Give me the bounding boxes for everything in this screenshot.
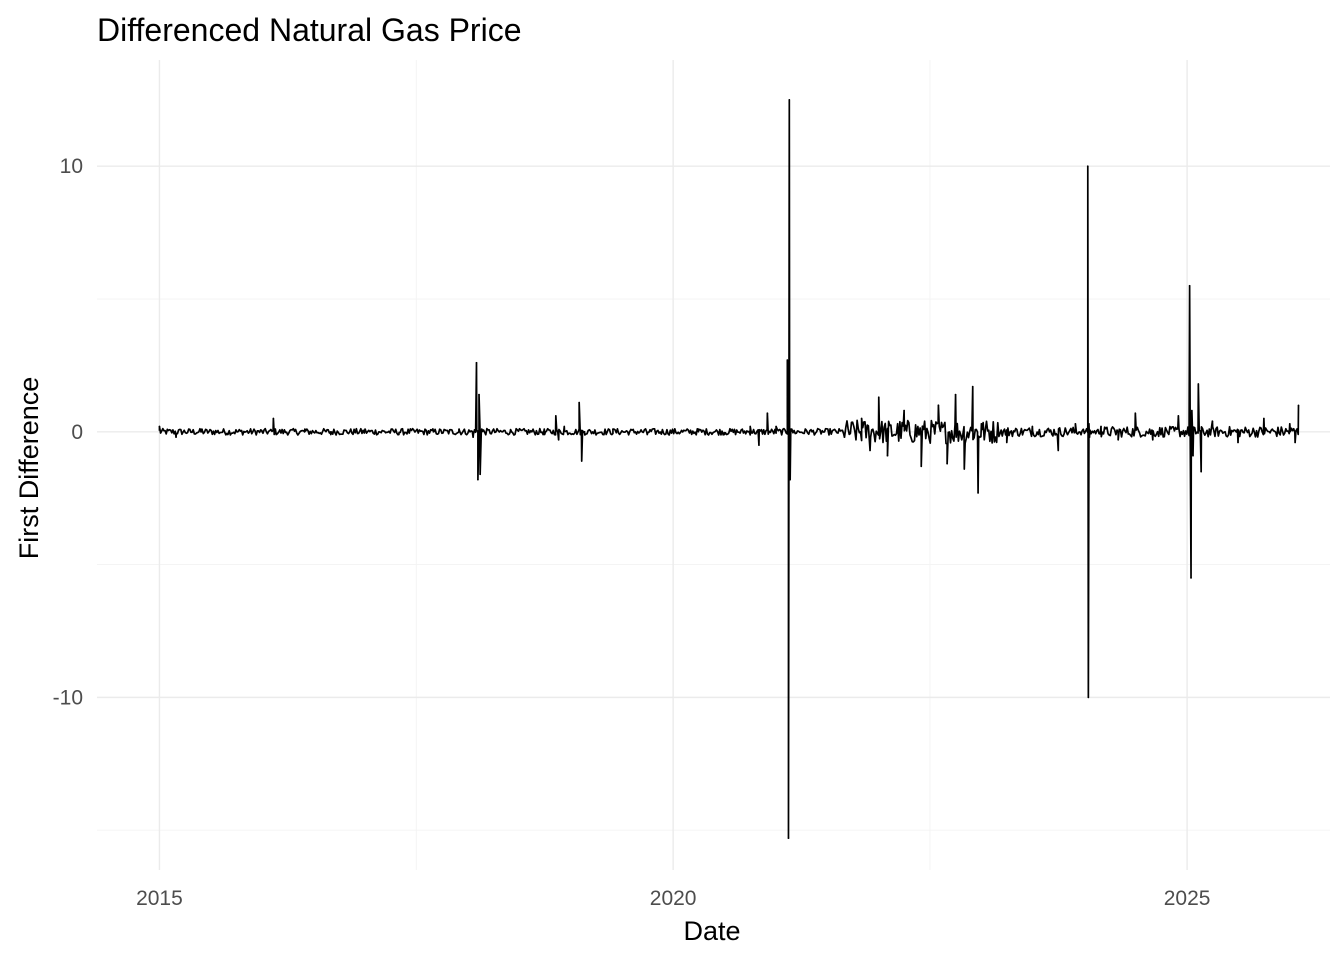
y-tick-labels: -10 0 10	[53, 155, 83, 709]
data-point	[766, 412, 769, 415]
data-point	[817, 428, 820, 430]
data-point	[954, 393, 957, 396]
data-point	[398, 433, 400, 436]
data-point	[1263, 417, 1265, 420]
data-point	[1188, 284, 1191, 287]
data-point	[977, 492, 979, 494]
data-point	[937, 404, 940, 407]
data-point	[261, 431, 263, 433]
data-point	[481, 428, 483, 430]
x-tick-labels: 2015 2020 2025	[136, 887, 1210, 910]
data-point	[1088, 423, 1090, 425]
data-point	[1134, 412, 1137, 415]
data-point	[1117, 438, 1119, 441]
series-layer	[158, 98, 1300, 839]
data-point	[1190, 577, 1192, 579]
data-point	[477, 478, 479, 481]
data-point	[1211, 420, 1214, 422]
data-point	[555, 415, 557, 417]
data-point	[227, 433, 229, 436]
data-point	[749, 425, 752, 428]
data-point	[791, 431, 794, 433]
data-point	[158, 425, 161, 428]
data-point	[563, 425, 566, 428]
data-point	[275, 433, 278, 436]
data-point	[1191, 409, 1193, 412]
data-point	[843, 436, 846, 438]
x-axis-title: Date	[683, 916, 740, 946]
data-point	[672, 431, 674, 433]
data-point	[479, 473, 481, 476]
data-point	[971, 385, 974, 388]
data-point	[475, 361, 478, 364]
data-point	[472, 436, 474, 438]
data-point	[201, 428, 203, 430]
data-point	[557, 438, 560, 441]
data-point	[786, 359, 789, 361]
data-point	[790, 428, 792, 430]
data-point	[1005, 441, 1008, 444]
data-point	[304, 428, 306, 430]
data-point	[646, 433, 649, 436]
data-point	[612, 428, 614, 430]
data-point	[789, 478, 791, 481]
data-point	[1288, 423, 1291, 425]
data-point	[946, 462, 948, 465]
data-point	[963, 468, 966, 470]
data-point	[697, 428, 700, 430]
x-tick-label: 2020	[650, 887, 697, 910]
data-point	[1192, 454, 1194, 457]
data-point	[578, 401, 580, 404]
chart-title: Differenced Natural Gas Price	[97, 12, 521, 48]
x-tick-label: 2025	[1164, 887, 1211, 910]
data-point	[1031, 425, 1034, 428]
data-point	[1177, 415, 1180, 417]
data-point	[1297, 404, 1300, 407]
data-point	[1237, 441, 1239, 444]
data-point	[1057, 449, 1060, 452]
data-point	[788, 99, 791, 101]
data-point	[869, 449, 871, 452]
data-point	[980, 423, 983, 425]
data-point	[860, 417, 863, 420]
data-point	[1086, 165, 1089, 168]
data-point	[478, 393, 480, 396]
data-point	[483, 431, 486, 433]
data-point	[1200, 470, 1202, 473]
data-point	[580, 460, 583, 462]
data-point	[787, 837, 790, 839]
series-line	[158, 98, 1300, 839]
data-point	[543, 433, 546, 436]
data-point	[329, 433, 332, 436]
y-tick-label: -10	[53, 686, 83, 709]
data-point	[432, 431, 435, 433]
y-tick-label: 10	[60, 155, 83, 178]
data-point	[364, 428, 366, 430]
data-point	[272, 417, 275, 420]
data-point	[1100, 425, 1102, 428]
data-point	[1294, 441, 1296, 444]
y-tick-label: 0	[71, 421, 83, 444]
data-point	[775, 425, 777, 428]
data-point	[509, 431, 512, 433]
data-point	[903, 409, 905, 412]
data-point	[723, 433, 726, 436]
data-point	[1197, 383, 1200, 385]
data-point	[1088, 436, 1091, 438]
data-point	[583, 431, 586, 433]
data-point	[1151, 438, 1154, 441]
data-point	[758, 444, 760, 446]
x-tick-label: 2015	[136, 887, 183, 910]
data-point	[920, 465, 923, 468]
data-point	[1087, 696, 1090, 699]
data-point	[458, 428, 460, 430]
data-point	[175, 436, 177, 438]
data-point	[1074, 423, 1077, 425]
data-point	[886, 454, 889, 457]
data-point	[877, 396, 880, 399]
grid-layer	[97, 60, 1330, 870]
y-axis-title: First Difference	[14, 377, 44, 560]
